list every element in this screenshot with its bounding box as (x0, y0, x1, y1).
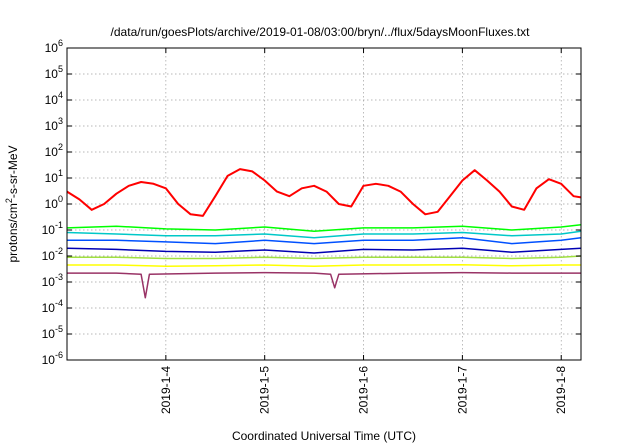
y-tick-label: 10-4 (42, 298, 63, 315)
y-tick-exponent: -4 (55, 298, 63, 308)
y-tick-exponent: -1 (55, 220, 63, 230)
y-tick-label: 10-2 (42, 246, 63, 263)
y-tick-exponent: -2 (55, 246, 63, 256)
y-tick-label: 106 (45, 38, 63, 55)
y-axis: 10610510410310210110010-110-210-310-410-… (42, 38, 581, 367)
series-line (66, 230, 582, 239)
y-tick-base: 10 (45, 197, 59, 211)
y-tick-label: 105 (45, 64, 63, 81)
x-tick-label: 2019-1-4 (159, 366, 173, 414)
y-tick-label: 102 (45, 142, 63, 159)
series-layer (66, 168, 582, 299)
y-label-text: -s-sr-MeV (6, 145, 20, 198)
y-label-text: protons/cm (6, 203, 20, 262)
y-tick-exponent: -6 (55, 350, 63, 360)
y-tick-label: 10-6 (42, 350, 63, 367)
y-tick-exponent: 0 (58, 194, 63, 204)
y-tick-exponent: 6 (58, 38, 63, 48)
y-tick-exponent: 2 (58, 142, 63, 152)
series-line (67, 237, 582, 245)
x-axis: 2019-1-4 2019-1-5 2019-1-6 2019-1-7 2019-1-8 (159, 48, 568, 414)
x-tick-label: 2019-1-7 (455, 366, 469, 414)
y-axis-label: protons/cm2-s-sr-MeV (4, 145, 20, 262)
y-tick-base: 10 (45, 67, 59, 81)
series-line (67, 255, 582, 260)
x-tick-label: 2019-1-5 (258, 366, 272, 414)
y-tick-base: 10 (42, 353, 56, 367)
grid (67, 47, 581, 361)
y-tick-exponent: 4 (58, 90, 63, 100)
y-tick-base: 10 (45, 93, 59, 107)
y-tick-base: 10 (42, 301, 56, 315)
series-line (66, 247, 582, 254)
series-line (66, 223, 582, 232)
y-tick-base: 10 (45, 41, 59, 55)
y-tick-base: 10 (42, 275, 56, 289)
y-tick-base: 10 (45, 171, 59, 185)
y-tick-label: 100 (45, 194, 63, 211)
y-tick-label: 103 (45, 116, 63, 133)
y-tick-label: 10-5 (42, 324, 63, 341)
series-line (67, 271, 581, 299)
series-line (66, 168, 582, 217)
x-tick-label: 2019-1-8 (554, 366, 568, 414)
y-tick-label: 104 (45, 90, 63, 107)
chart-title: /data/run/goesPlots/archive/2019-01-08/0… (111, 25, 531, 39)
y-tick-base: 10 (45, 119, 59, 133)
y-tick-base: 10 (42, 223, 56, 237)
y-tick-label: 10-1 (42, 220, 63, 237)
y-tick-label: 101 (45, 168, 63, 185)
y-tick-exponent: -3 (55, 272, 63, 282)
x-axis-label: Coordinated Universal Time (UTC) (232, 429, 416, 443)
y-tick-label: 10-3 (42, 272, 63, 289)
y-tick-exponent: 3 (58, 116, 63, 126)
series-line (67, 264, 581, 268)
y-tick-base: 10 (42, 327, 56, 341)
y-tick-exponent: -5 (55, 324, 63, 334)
y-tick-base: 10 (42, 249, 56, 263)
y-label-superscript: 2 (4, 198, 14, 203)
y-tick-base: 10 (45, 145, 59, 159)
x-tick-label: 2019-1-6 (357, 366, 371, 414)
y-tick-exponent: 1 (58, 168, 63, 178)
y-tick-exponent: 5 (58, 64, 63, 74)
